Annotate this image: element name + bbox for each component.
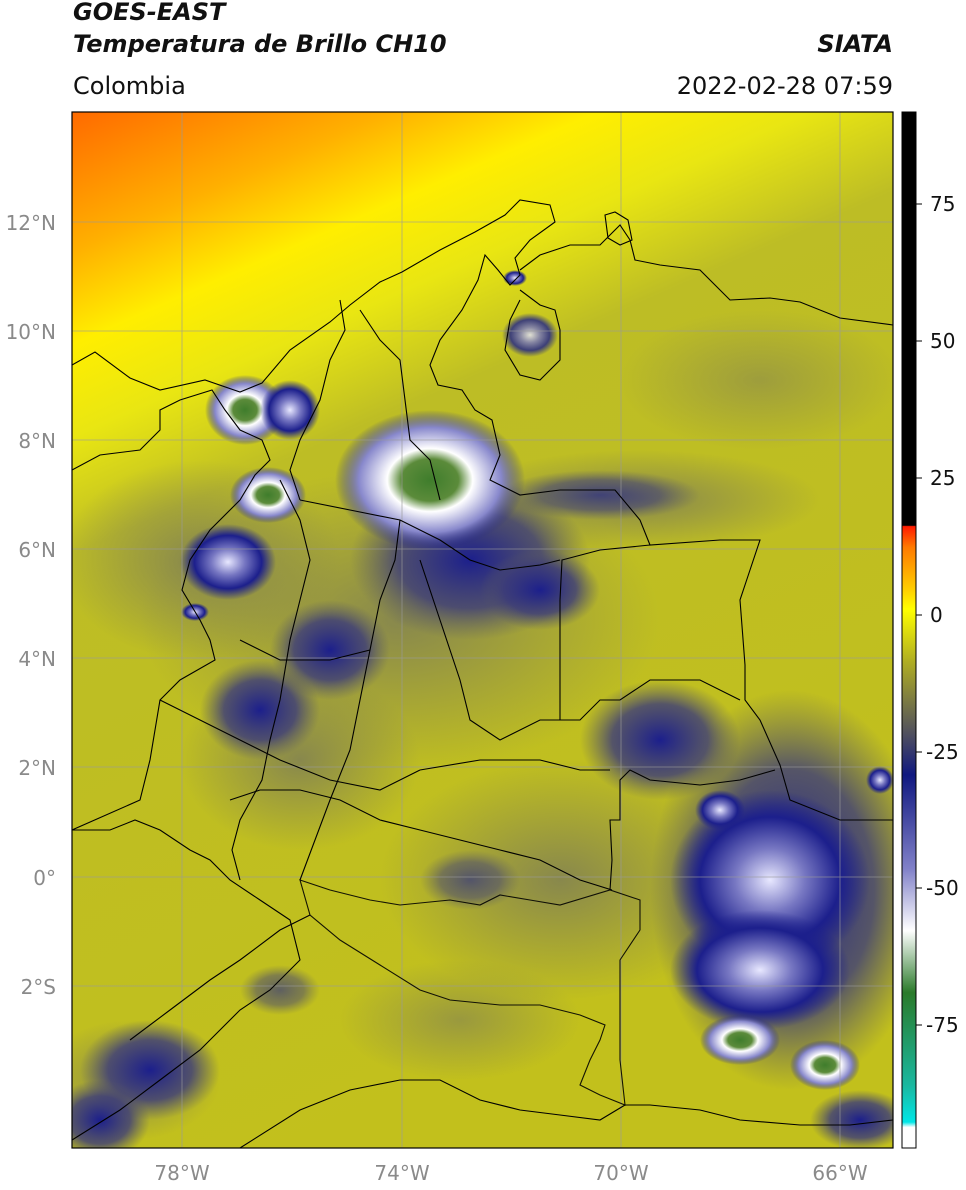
lon-label: 66°W xyxy=(812,1161,867,1185)
lat-label: 8°N xyxy=(18,429,56,453)
latitude-axis: 12°N 10°N 8°N 6°N 4°N 2°N 0° 2°S xyxy=(6,211,56,999)
lon-label: 70°W xyxy=(593,1161,648,1185)
lon-label: 74°W xyxy=(374,1161,429,1185)
lat-label: 10°N xyxy=(6,320,56,344)
colorbar-label: 0 xyxy=(930,603,943,627)
coastlines-borders xyxy=(72,199,893,1148)
colorbar-label: 75 xyxy=(930,192,955,216)
colorbar-label: 50 xyxy=(930,329,955,353)
lat-label: 0° xyxy=(33,866,56,890)
brand-label: SIATA xyxy=(817,30,893,58)
graticule xyxy=(72,112,893,1148)
colorbar: 75 50 25 0 -25 -50 -75 xyxy=(901,111,959,1149)
colorbar-label: -50 xyxy=(926,876,959,900)
convective-cells xyxy=(180,270,893,1090)
lat-label: 6°N xyxy=(18,538,56,562)
colorbar-label: -25 xyxy=(926,740,959,764)
satellite-title: GOES-EAST xyxy=(73,0,226,26)
lat-label: 12°N xyxy=(6,211,56,235)
product-title: Temperatura de Brillo CH10 xyxy=(73,30,447,58)
lat-label: 4°N xyxy=(18,647,56,671)
colorbar-ramp xyxy=(901,111,917,1149)
map-frame xyxy=(71,111,894,1149)
lon-label: 78°W xyxy=(154,1161,209,1185)
colorbar-label: -75 xyxy=(926,1013,959,1037)
colorbar-label: 25 xyxy=(930,466,955,490)
lat-label: 2°S xyxy=(21,975,56,999)
map-panel xyxy=(72,112,893,1148)
region-label: Colombia xyxy=(73,72,186,100)
longitude-axis: 78°W 74°W 70°W 66°W xyxy=(154,1161,867,1185)
lat-label: 2°N xyxy=(18,756,56,780)
timestamp-label: 2022-02-28 07:59 xyxy=(676,72,893,100)
